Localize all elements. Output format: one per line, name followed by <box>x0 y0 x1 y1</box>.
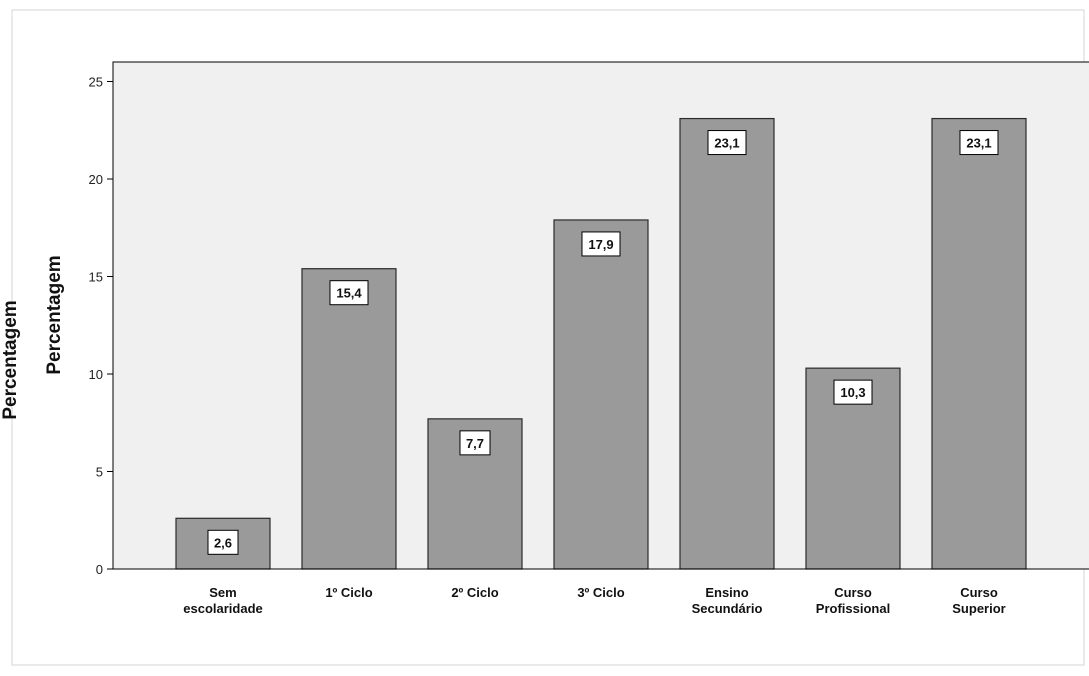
data-label-box <box>329 280 369 306</box>
x-tick-label: Curso Superior <box>952 585 1005 616</box>
y-axis-title: Percentagem <box>44 255 65 374</box>
data-label-box <box>959 130 999 156</box>
x-tick-label: 2º Ciclo <box>451 585 498 600</box>
x-tick-label: Ensino Secundário <box>692 585 763 616</box>
bars: 2,6 15,4 7,7 17,9 23,1 10,3 23,1 <box>175 117 1027 570</box>
data-label-box <box>207 529 239 555</box>
data-label-box <box>581 231 621 257</box>
x-tick-label: Sem escolaridade <box>183 585 263 616</box>
data-label-box <box>707 130 747 156</box>
y-tick-label: 20 <box>89 172 103 187</box>
bar <box>553 219 649 570</box>
data-label: 15,4 <box>336 286 362 301</box>
data-label-box <box>833 379 873 405</box>
data-label: 17,9 <box>588 237 613 252</box>
y-tick-label: 0 <box>96 562 103 577</box>
x-tick-label: Curso Profissional <box>816 585 890 616</box>
data-label-box <box>459 430 491 456</box>
x-tick-label: 3º Ciclo <box>577 585 624 600</box>
bar <box>301 268 397 570</box>
bar <box>679 117 775 570</box>
y-axis-title-clipped: Percentagem <box>0 300 21 419</box>
data-label: 2,6 <box>214 535 232 550</box>
x-tick-label: 1º Ciclo <box>325 585 372 600</box>
bar <box>931 117 1027 570</box>
data-label: 23,1 <box>714 136 739 151</box>
data-label: 7,7 <box>466 436 484 451</box>
y-tick-label: 10 <box>89 367 103 382</box>
x-axis: Sem escolaridade 1º Ciclo 2º Ciclo 3º Ciclo E… <box>107 568 1089 616</box>
y-axis: 0 5 10 15 20 25 <box>89 62 114 577</box>
y-tick-label: 5 <box>96 465 103 480</box>
y-tick-label: 15 <box>89 270 103 285</box>
data-label: 23,1 <box>966 136 991 151</box>
y-tick-label: 25 <box>89 75 103 90</box>
data-label: 10,3 <box>840 385 865 400</box>
